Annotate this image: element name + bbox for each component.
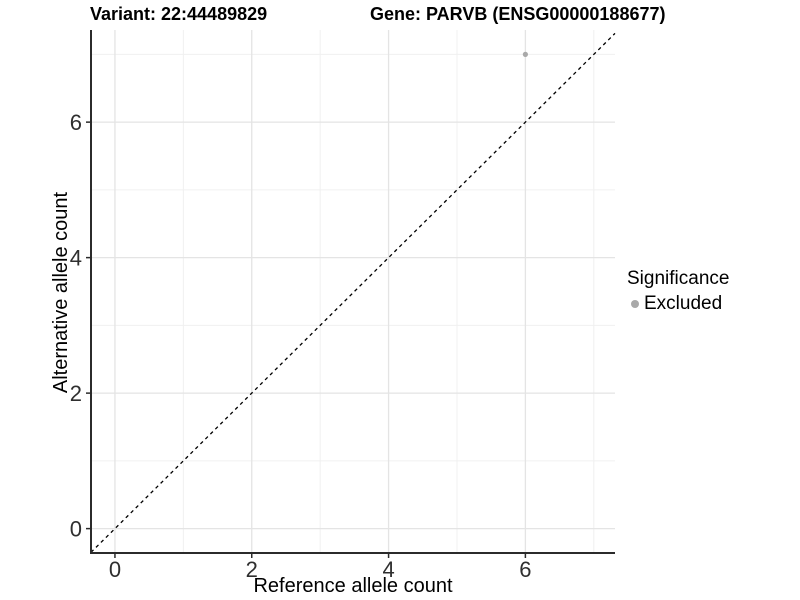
x-tick-label-2: 2	[246, 557, 258, 582]
legend: Significance Excluded	[627, 268, 729, 315]
data-point-excluded-0	[522, 51, 528, 57]
x-tick-label-6: 6	[519, 557, 531, 582]
x-axis-title: Reference allele count	[253, 575, 453, 597]
plot-title-variant: Variant: 22:44489829	[90, 4, 268, 24]
legend-title: Significance	[627, 268, 730, 289]
y-tick-label-4: 4	[70, 246, 82, 271]
y-tick-label-6: 6	[70, 110, 82, 135]
x-tick-label-4: 4	[382, 557, 394, 582]
y-axis-title: Alternative allele count	[50, 191, 72, 394]
plot-title-gene: Gene: PARVB (ENSG00000188677)	[370, 4, 666, 24]
legend-item-excluded: Excluded	[631, 293, 729, 315]
y-tick-label-0: 0	[70, 517, 82, 542]
identity-reference-line	[90, 32, 616, 553]
legend-point-swatch	[631, 300, 639, 308]
legend-item-label: Excluded	[644, 293, 723, 314]
y-tick-label-2: 2	[70, 381, 82, 406]
x-tick-label-0: 0	[109, 557, 121, 582]
